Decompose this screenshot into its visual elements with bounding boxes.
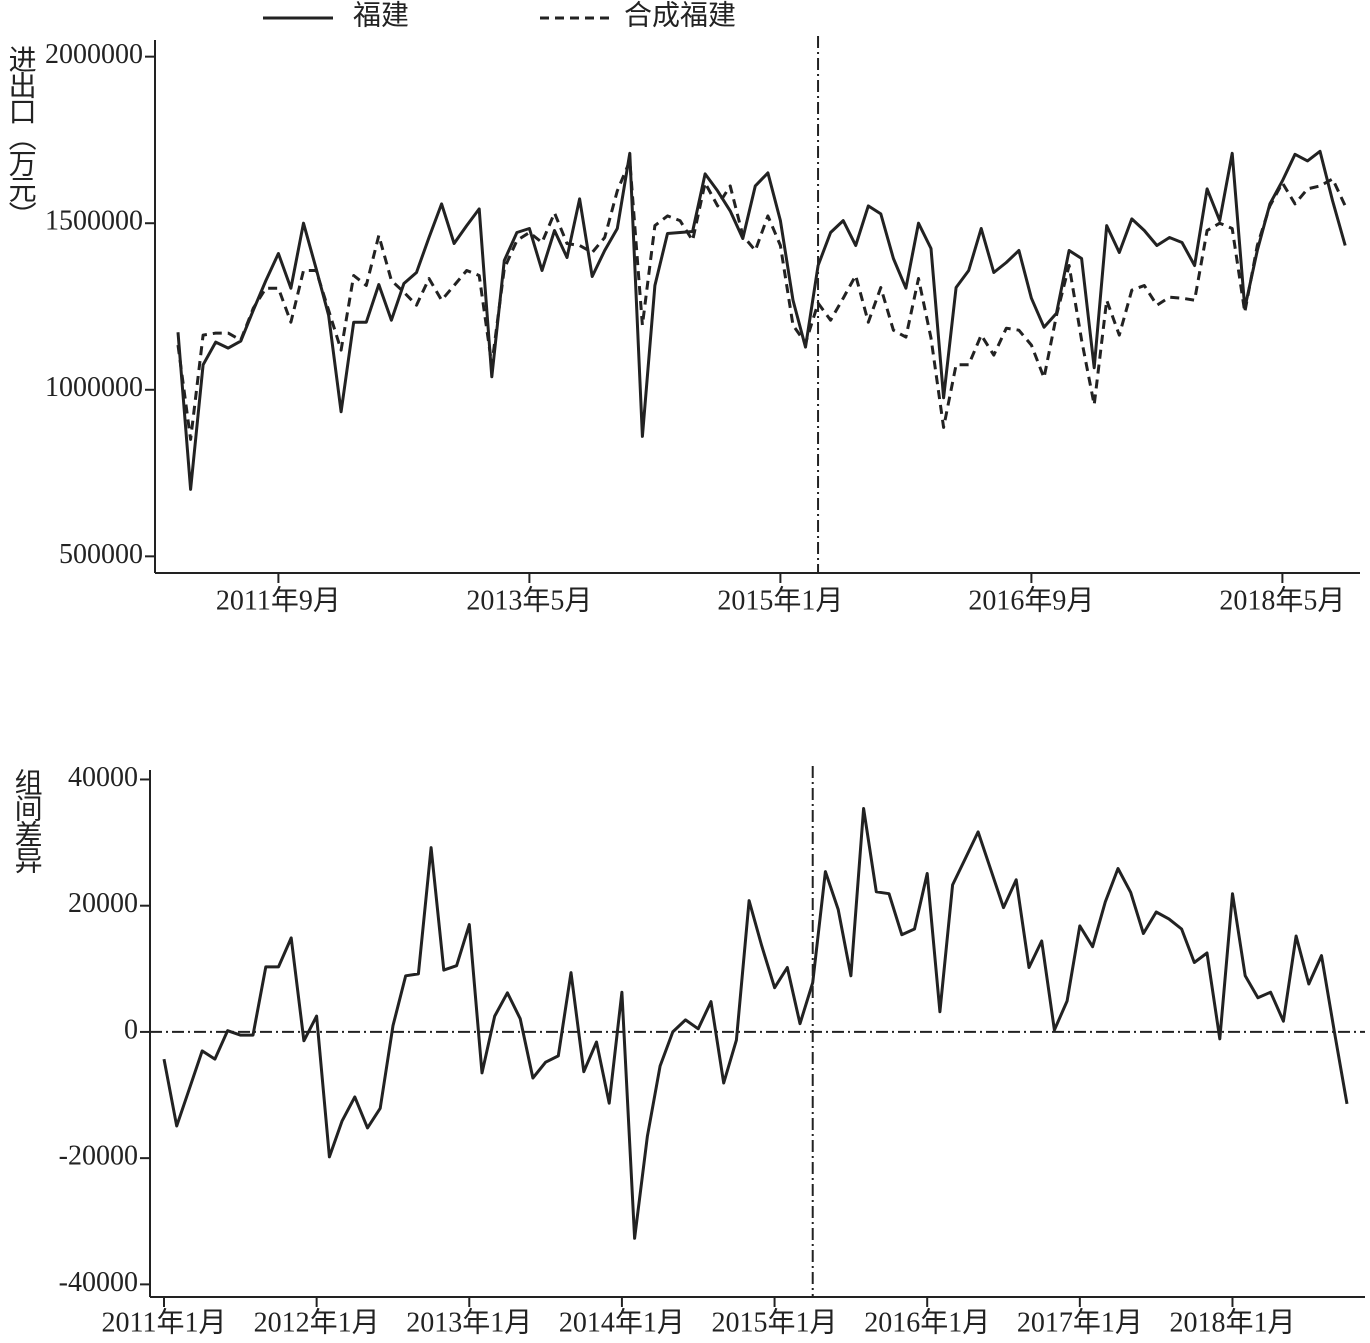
y-tick-label: 40000 bbox=[68, 762, 138, 793]
y-axis-label: 进出口（万元） bbox=[5, 45, 37, 227]
x-tick-label: 2011年1月 bbox=[102, 1306, 227, 1338]
legend-label: 合成福建 bbox=[624, 0, 736, 31]
x-tick-label: 2013年1月 bbox=[406, 1306, 532, 1338]
x-tick-label: 2017年1月 bbox=[1017, 1306, 1143, 1338]
y-axis-label: 组间差异 bbox=[11, 768, 42, 874]
x-tick-label: 2018年1月 bbox=[1169, 1306, 1295, 1338]
series-line bbox=[176, 159, 1347, 441]
y-tick-label: 1000000 bbox=[45, 372, 143, 403]
y-tick-label: -20000 bbox=[59, 1141, 138, 1172]
x-tick-label: 2014年1月 bbox=[559, 1306, 685, 1338]
x-tick-label: 2011年9月 bbox=[216, 584, 341, 616]
y-tick-label: 1500000 bbox=[45, 206, 143, 237]
y-tick-label: 500000 bbox=[59, 539, 143, 570]
legend-label: 福建 bbox=[353, 0, 409, 31]
y-tick-label: 0 bbox=[124, 1014, 138, 1045]
x-tick-label: 2015年1月 bbox=[712, 1306, 838, 1338]
x-tick-label: 2016年9月 bbox=[968, 584, 1094, 616]
x-tick-label: 2013年5月 bbox=[466, 584, 592, 616]
y-tick-label: 20000 bbox=[68, 888, 138, 919]
x-tick-label: 2016年1月 bbox=[864, 1306, 990, 1338]
x-tick-label: 2012年1月 bbox=[254, 1306, 380, 1338]
y-tick-label: 2000000 bbox=[45, 39, 143, 70]
y-tick-label: -40000 bbox=[59, 1267, 138, 1298]
x-tick-label: 2015年1月 bbox=[717, 584, 843, 616]
series-line bbox=[162, 807, 1349, 1240]
x-tick-label: 2018年5月 bbox=[1219, 584, 1345, 616]
series-line bbox=[176, 149, 1347, 491]
